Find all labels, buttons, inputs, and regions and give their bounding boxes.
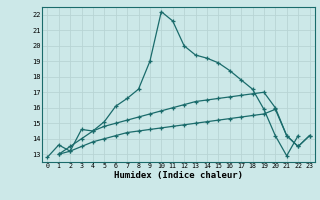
X-axis label: Humidex (Indice chaleur): Humidex (Indice chaleur) bbox=[114, 171, 243, 180]
